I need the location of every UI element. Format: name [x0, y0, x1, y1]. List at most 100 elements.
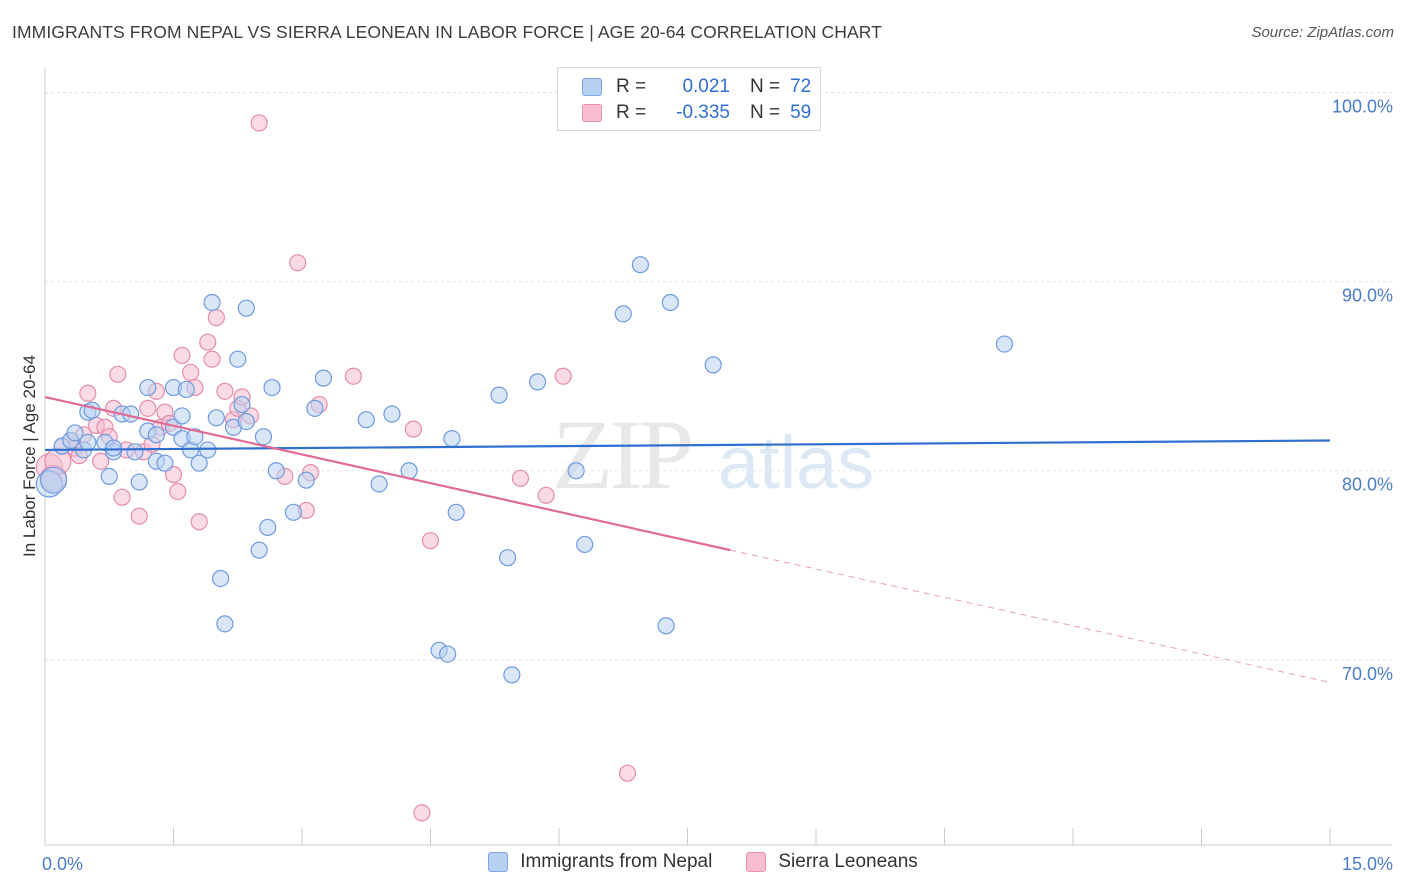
- data-point: [203, 293, 221, 312]
- data-point: [100, 467, 118, 486]
- data-point: [190, 513, 208, 531]
- data-point: [383, 405, 401, 423]
- watermark-zip: ZIP: [552, 399, 690, 510]
- watermark-atlas: atlas: [718, 421, 874, 504]
- trend-lines: [44, 395, 1331, 683]
- data-point: [263, 378, 281, 397]
- y-tick-label: 90.0%: [1342, 286, 1393, 306]
- data-point: [447, 503, 465, 521]
- data-point: [404, 420, 422, 438]
- data-point: [306, 399, 324, 417]
- data-point: [250, 114, 268, 132]
- data-point: [370, 475, 388, 493]
- data-point: [528, 373, 547, 391]
- legend-n-value: 59: [790, 102, 812, 123]
- series-legend: Immigrants from Nepal Sierra Leoneans: [0, 851, 1406, 873]
- data-point: [511, 469, 530, 487]
- legend-r-value: 0.021: [682, 76, 730, 97]
- stats-legend: R = 0.021 N = 72 R = -0.335 N = 59: [557, 67, 821, 131]
- data-point: [254, 428, 273, 446]
- data-point: [499, 549, 517, 567]
- data-point: [212, 569, 230, 588]
- legend-r-value: -0.335: [676, 102, 730, 123]
- legend-swatch-pink: [746, 852, 767, 872]
- watermark: ZIP atlas: [552, 399, 874, 510]
- data-point: [297, 471, 315, 489]
- data-point: [443, 429, 461, 448]
- legend-item-nepal: Immigrants from Nepal: [488, 851, 712, 873]
- series-immigrants-from-nepal: [35, 256, 1014, 684]
- source-label: Source: ZipAtlas.com: [1251, 24, 1394, 41]
- data-point: [207, 409, 225, 427]
- data-point: [156, 454, 174, 472]
- data-point: [995, 335, 1014, 353]
- data-point: [216, 615, 234, 633]
- legend-row-nepal: R = 0.021 N = 72: [582, 75, 811, 99]
- trend-line-sierra-leoneans-extension: [730, 549, 1331, 683]
- data-point: [413, 804, 431, 822]
- data-point: [216, 382, 234, 400]
- data-point: [704, 356, 722, 374]
- data-point: [199, 333, 217, 351]
- data-point: [490, 386, 508, 404]
- data-point: [39, 466, 68, 494]
- data-point: [614, 305, 632, 323]
- data-point: [139, 399, 157, 417]
- data-point: [79, 433, 97, 451]
- data-point: [190, 454, 208, 472]
- data-point: [289, 254, 307, 272]
- trend-line-nepal: [44, 439, 1331, 452]
- legend-swatch-blue: [582, 78, 602, 96]
- y-tick-label: 100.0%: [1332, 97, 1393, 117]
- data-point: [284, 503, 303, 521]
- data-point: [237, 299, 255, 317]
- data-point: [104, 439, 123, 457]
- legend-n-label: N =: [750, 76, 781, 97]
- data-point: [233, 395, 251, 414]
- legend-swatch-pink: [582, 104, 602, 122]
- data-point: [657, 617, 675, 635]
- data-point: [147, 426, 165, 444]
- data-point: [618, 764, 637, 782]
- legend-label-nepal: Immigrants from Nepal: [520, 851, 713, 872]
- data-point: [173, 407, 191, 425]
- data-point: [92, 452, 110, 470]
- chart-title: IMMIGRANTS FROM NEPAL VS SIERRA LEONEAN …: [12, 22, 882, 42]
- data-point: [173, 346, 191, 365]
- data-point: [186, 428, 204, 446]
- series-sierra-leoneans: [35, 114, 637, 822]
- legend-r-label: R =: [616, 76, 647, 97]
- data-point: [199, 441, 217, 459]
- data-point: [237, 412, 255, 431]
- data-point: [567, 462, 585, 480]
- tick-labels: 70.0% 80.0% 90.0% 100.0% 0.0% 15.0%: [42, 97, 1393, 874]
- x-tick-label: 0.0%: [42, 854, 83, 874]
- data-point: [83, 401, 101, 419]
- data-point: [79, 384, 97, 402]
- data-point: [182, 363, 200, 382]
- data-point: [229, 350, 247, 368]
- legend-swatch-blue: [488, 852, 509, 872]
- legend-row-sierra-leone: R = -0.335 N = 59: [582, 101, 811, 125]
- data-point: [314, 369, 333, 387]
- legend-r-label: R =: [616, 102, 647, 123]
- data-point: [503, 666, 521, 684]
- legend-item-sierra-leoneans: Sierra Leoneans: [746, 851, 918, 873]
- data-point: [259, 518, 277, 537]
- data-point: [130, 473, 148, 491]
- data-point: [357, 411, 375, 429]
- legend-n-label: N =: [750, 102, 781, 123]
- data-point: [344, 367, 362, 385]
- legend-label-sierra-leoneans: Sierra Leoneans: [778, 851, 918, 872]
- data-point: [439, 645, 457, 663]
- data-point: [267, 462, 285, 480]
- data-point: [139, 378, 157, 397]
- x-tick-label: 15.0%: [1342, 854, 1393, 874]
- data-point: [207, 309, 225, 327]
- data-point: [631, 256, 649, 274]
- data-point: [66, 424, 84, 442]
- data-point: [203, 350, 221, 368]
- y-tick-label: 80.0%: [1342, 475, 1393, 495]
- data-point: [169, 482, 187, 501]
